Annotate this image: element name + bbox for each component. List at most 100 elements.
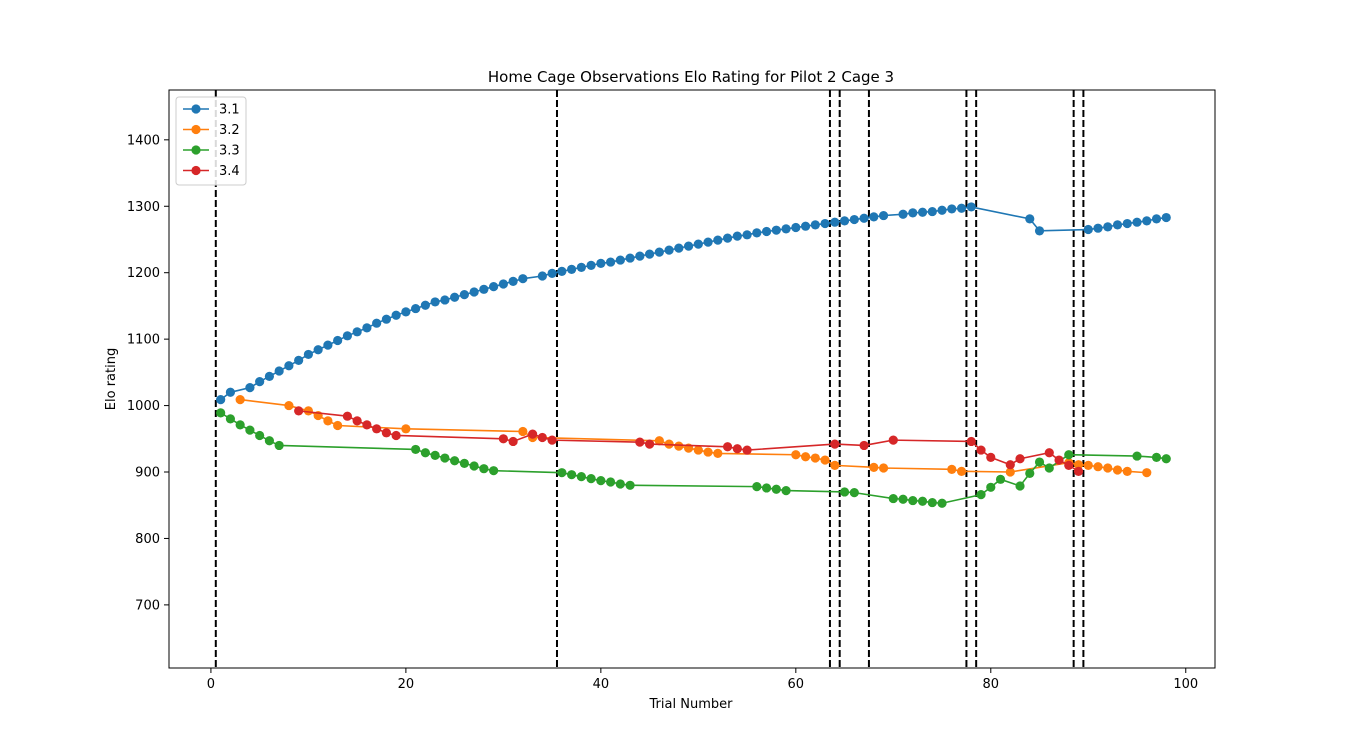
data-point-3.3-7 [411,444,421,455]
data-point-3.3-8 [420,448,430,458]
data-point-3.4-12 [635,437,645,447]
data-point-3.1-56 [781,224,791,234]
data-point-3.4-18 [859,440,869,451]
data-point-3.3-17 [567,470,577,480]
data-point-3.1-30 [518,274,528,284]
data-point-3.4-10 [537,432,547,443]
legend-marker-3.1 [191,104,201,114]
data-point-3.4-27 [1064,460,1074,470]
data-point-3.3-10 [440,453,450,463]
data-point-3.1-24 [459,290,469,300]
data-point-3.1-20 [420,300,430,310]
data-point-3.1-82 [1132,217,1142,227]
data-point-3.1-51 [732,231,742,241]
data-point-3.3-9 [430,450,440,461]
data-point-3.1-28 [498,279,508,289]
data-point-3.4-22 [986,452,996,462]
data-point-3.4-26 [1054,455,1064,465]
data-point-3.2-19 [820,455,830,465]
data-point-3.4-17 [830,439,840,449]
data-point-3.2-17 [800,452,811,462]
data-point-3.4-23 [1005,460,1015,470]
data-point-3.3-41 [1034,457,1045,467]
data-point-3.2-25 [1005,467,1015,477]
data-point-3.1-38 [606,257,616,267]
data-point-3.3-40 [1025,468,1035,478]
data-point-3.4-25 [1044,448,1054,458]
data-point-3.3-26 [771,484,781,494]
data-point-3.3-18 [576,472,586,482]
data-point-3.4-19 [888,435,898,445]
data-point-3.2-14 [703,447,713,457]
data-point-3.1-3 [255,377,265,387]
data-point-3.1-58 [800,221,811,231]
data-point-3.1-33 [557,266,567,276]
data-point-3.3-33 [917,496,928,506]
data-point-3.1-73 [956,203,967,213]
data-point-3.2-21 [869,462,879,472]
data-point-3.3-15 [489,466,499,476]
data-point-3.1-22 [440,295,450,305]
data-point-3.1-15 [372,318,382,328]
x-tick-label-20: 20 [398,677,415,692]
data-point-3.4-0 [294,406,304,416]
data-point-3.1-23 [450,292,460,302]
data-point-3.3-35 [937,498,947,508]
data-point-3.3-0 [216,408,226,418]
data-point-3.3-12 [459,458,469,468]
x-tick-label-40: 40 [593,677,610,692]
data-point-3.3-20 [596,476,606,486]
data-point-3.1-52 [742,230,752,240]
data-point-3.4-1 [342,411,352,421]
data-point-3.1-67 [898,209,908,219]
data-point-3.1-76 [1034,226,1045,236]
y-tick-label-1300: 1300 [127,200,160,215]
y-tick-label-1400: 1400 [127,133,160,148]
data-point-3.3-39 [1015,481,1025,491]
data-point-3.1-70 [927,206,937,217]
data-point-3.4-2 [352,416,362,426]
data-point-3.1-27 [489,282,499,292]
data-point-3.1-63 [849,214,859,225]
data-point-3.3-2 [235,420,245,430]
data-point-3.2-7 [518,426,528,437]
data-point-3.3-45 [1151,452,1162,462]
data-point-3.2-13 [693,445,703,455]
data-point-3.1-69 [917,207,928,217]
data-point-3.2-5 [333,420,343,431]
data-point-3.3-27 [781,486,791,496]
x-tick-label-80: 80 [983,677,1000,692]
data-point-3.3-42 [1044,463,1054,473]
data-point-3.1-1 [225,387,236,397]
data-point-3.1-10 [323,340,333,350]
x-tick-label-60: 60 [788,677,805,692]
data-point-3.1-35 [576,262,586,272]
data-point-3.4-21 [976,445,986,455]
data-point-3.1-37 [596,258,606,268]
data-point-3.1-64 [859,213,869,223]
data-point-3.2-2 [303,406,314,416]
data-point-3.4-16 [742,445,752,455]
data-point-3.1-43 [654,247,664,257]
data-point-3.1-72 [947,204,957,214]
legend-marker-3.2 [191,124,201,135]
data-point-3.3-5 [264,436,275,446]
data-point-3.4-28 [1073,466,1084,476]
data-point-3.1-60 [820,218,830,229]
data-point-3.1-53 [752,228,762,238]
data-point-3.3-21 [606,477,616,487]
data-point-3.3-23 [625,480,635,490]
data-point-3.1-75 [1025,214,1035,224]
data-point-3.1-36 [586,260,596,270]
data-point-3.4-7 [498,434,508,444]
data-point-3.4-13 [644,439,655,449]
data-point-3.1-77 [1083,224,1093,235]
data-point-3.2-18 [810,453,820,463]
legend-marker-3.3 [191,145,201,155]
data-point-3.1-14 [362,323,372,333]
data-point-3.1-54 [761,226,772,237]
data-point-3.2-0 [235,394,245,405]
data-point-3.2-16 [791,450,801,460]
y-tick-label-1000: 1000 [127,399,160,414]
y-tick-label-1100: 1100 [127,333,160,348]
